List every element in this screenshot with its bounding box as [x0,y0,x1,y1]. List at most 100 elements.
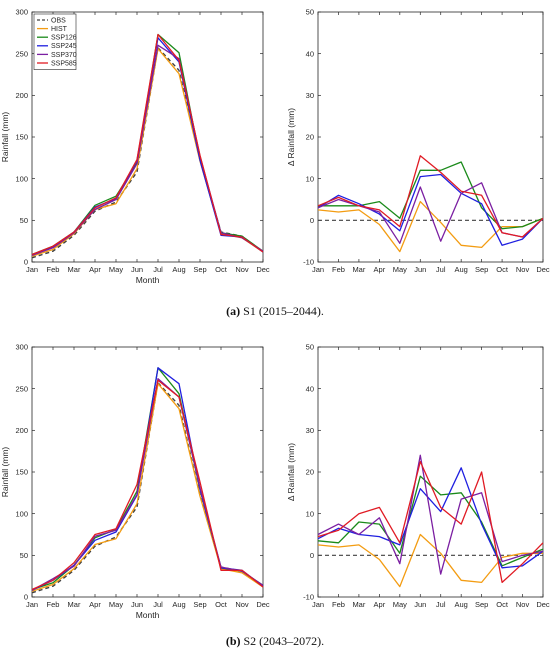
x-tick-label: Oct [215,600,228,609]
x-tick-label: Nov [516,265,530,274]
x-tick-label: Nov [516,600,530,609]
y-tick-label: 0 [310,551,314,560]
y-tick-label: 30 [306,426,314,435]
series-line-ssp585 [31,379,264,591]
y-tick-label: 150 [15,133,28,142]
legend-label-ssp585: SSP585 [51,60,77,67]
caption-a-letter: (a) [226,304,241,318]
x-tick-label: Mar [68,600,81,609]
series-line-ssp245 [31,37,264,256]
y-tick-label: 250 [15,49,28,58]
series-line-ssp585 [31,33,264,256]
y-tick-label: -10 [303,593,314,602]
x-tick-label: Aug [455,600,468,609]
y-tick-label: 250 [15,384,28,393]
x-tick-label: Dec [536,600,550,609]
x-tick-label: Feb [47,600,60,609]
caption-a: (a) S1 (2015–2044). [0,304,550,319]
series-line-hist [31,383,264,592]
legend-label-hist: HIST [51,26,68,33]
y-tick-label: 50 [20,551,28,560]
x-tick-label: Jan [26,265,38,274]
y-tick-label: 10 [306,509,314,518]
x-tick-label: Dec [536,265,550,274]
y-axis-label: Δ Rainfall (mm) [286,108,296,166]
x-axis-label: Month [136,275,160,285]
y-tick-label: 10 [306,174,314,183]
x-tick-label: Nov [235,265,249,274]
x-tick-label: Aug [172,600,185,609]
x-tick-label: Feb [47,265,60,274]
y-tick-label: 300 [15,343,28,352]
x-tick-label: Dec [256,600,270,609]
y-tick-label: 100 [15,174,28,183]
y-tick-label: 40 [306,384,314,393]
series-line-ssp245 [31,367,264,591]
y-tick-label: 50 [20,216,28,225]
y-tick-label: 50 [306,343,314,352]
legend-label-ssp370: SSP370 [51,52,77,59]
legend-label-obs: OBS [51,17,66,24]
caption-b: (b) S2 (2043–2072). [0,634,550,649]
x-tick-label: Nov [235,600,249,609]
legend-label-ssp126: SSP126 [51,35,77,42]
y-tick-label: 30 [306,91,314,100]
legend-box [33,13,77,70]
x-tick-label: Jul [153,265,163,274]
x-tick-label: Jan [312,265,324,274]
y-tick-label: 200 [15,91,28,100]
x-tick-label: May [393,265,407,274]
y-tick-label: 0 [310,216,314,225]
series-line-ssp370 [317,454,544,575]
y-tick-label: 40 [306,49,314,58]
x-tick-label: Mar [352,600,365,609]
series-line-ssp370 [31,378,264,591]
legend-label-ssp245: SSP245 [51,43,77,50]
caption-b-text: S2 (2043–2072). [240,634,325,648]
chart-b-right: -10 0 10 20 30 40 50 Jan Feb Mar Apr May Jun Jul Aug Se… [286,343,550,609]
x-tick-label: Oct [215,265,228,274]
chart-a-left: 0 50 100 150 200 250 300 Jan Feb Mar Apr May Jun Jul A… [0,8,270,285]
y-tick-label: 0 [24,258,28,267]
x-tick-label: Jul [153,600,163,609]
y-axis-label: Δ Rainfall (mm) [286,443,296,501]
y-tick-label: -10 [303,258,314,267]
x-tick-label: Apr [374,265,386,274]
series-line-ssp245 [317,173,544,246]
y-tick-label: 150 [15,468,28,477]
x-tick-label: Sep [475,265,488,274]
series-line-hist [317,533,543,588]
x-tick-label: Mar [352,265,365,274]
chart-a-right: -10 0 10 20 30 40 50 Jan Feb Mar Apr May Jun Jul Aug Se… [286,8,550,274]
x-tick-label: Sep [193,265,206,274]
x-tick-label: Oct [496,600,509,609]
x-tick-label: Jul [436,600,446,609]
y-tick-label: 50 [306,8,314,17]
y-tick-label: 100 [15,509,28,518]
x-tick-label: Jun [131,600,143,609]
y-tick-label: 300 [15,8,28,17]
x-tick-label: Apr [89,600,101,609]
plot-frame [317,11,544,263]
x-tick-label: Jan [312,600,324,609]
series-line-obs [31,382,264,594]
x-tick-label: Jun [131,265,143,274]
x-tick-label: May [109,265,123,274]
x-tick-label: Oct [496,265,509,274]
x-tick-label: Apr [374,600,386,609]
series-line-ssp126 [31,367,264,591]
x-tick-label: Feb [332,600,345,609]
plot-frame [31,346,264,598]
x-tick-label: May [109,600,123,609]
y-tick-label: 20 [306,468,314,477]
x-tick-label: Sep [193,600,206,609]
y-axis-label: Rainfall (mm) [0,112,10,163]
series-line-ssp585 [317,460,544,584]
series-line-ssp370 [31,44,264,256]
x-tick-label: Jul [436,265,446,274]
x-tick-label: Aug [455,265,468,274]
series-line-hist [31,48,264,257]
x-tick-label: Jan [26,600,38,609]
series-line-ssp126 [317,475,544,567]
